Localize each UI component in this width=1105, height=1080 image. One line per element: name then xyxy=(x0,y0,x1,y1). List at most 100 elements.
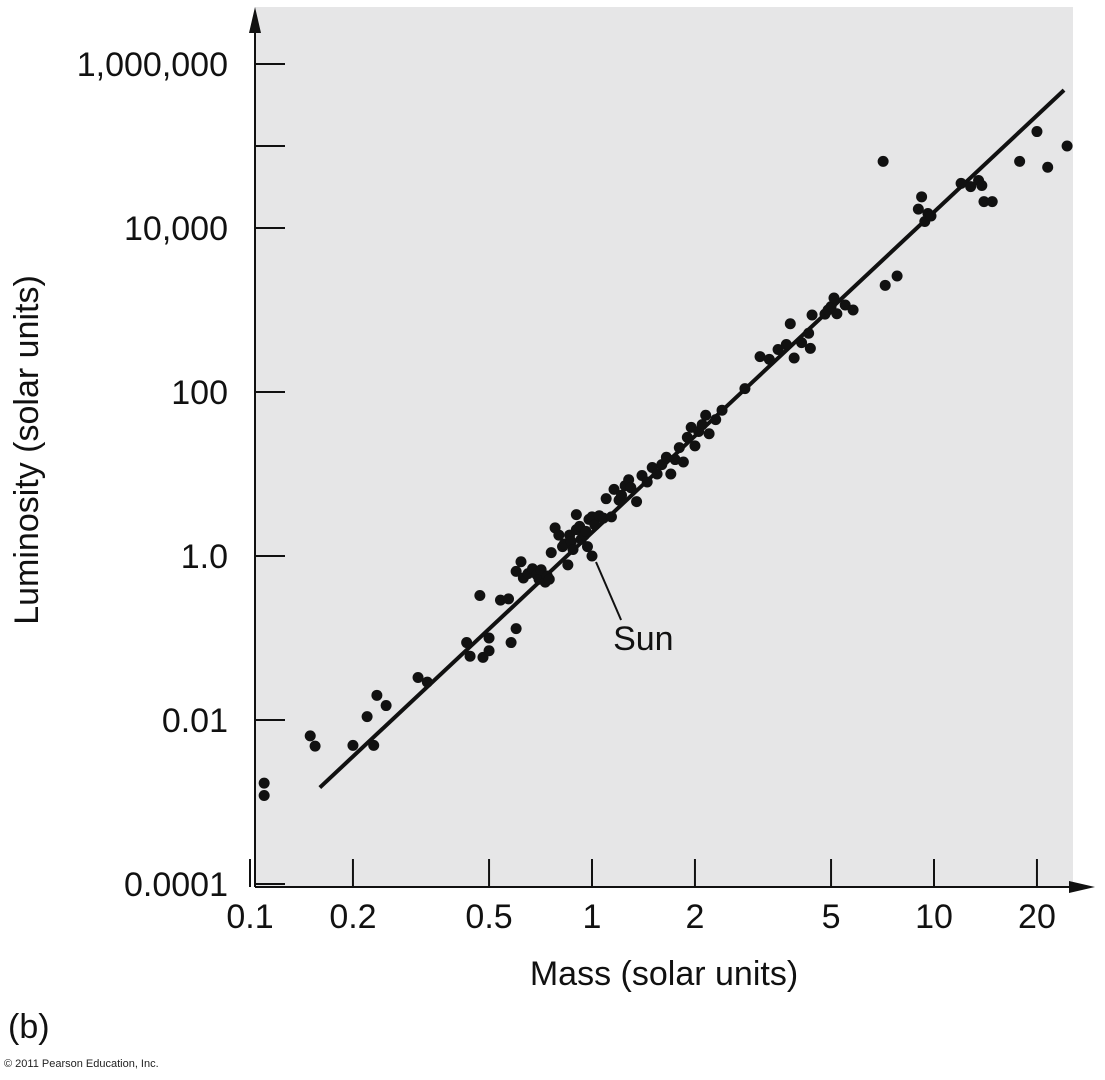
data-point xyxy=(912,203,924,215)
x-axis-arrowhead xyxy=(1069,881,1095,893)
data-point xyxy=(580,525,592,537)
data-point xyxy=(660,451,672,463)
data-point xyxy=(510,565,522,577)
data-point xyxy=(665,468,677,480)
x-tick-label: 0.2 xyxy=(329,898,376,936)
data-point xyxy=(804,342,816,354)
x-tick-label: 20 xyxy=(1018,898,1056,936)
data-point xyxy=(831,308,843,320)
x-tick-label: 2 xyxy=(685,898,704,936)
y-tick-label: 10,000 xyxy=(124,210,228,248)
data-point xyxy=(916,191,928,203)
data-point xyxy=(567,544,579,556)
data-point xyxy=(605,511,617,523)
data-point xyxy=(258,777,270,789)
data-point xyxy=(955,177,967,189)
data-point xyxy=(570,509,582,521)
data-point xyxy=(986,196,998,208)
data-point xyxy=(461,637,473,649)
copyright-notice: © 2011 Pearson Education, Inc. xyxy=(4,1058,159,1070)
y-tick-label: 1,000,000 xyxy=(77,46,228,84)
data-point xyxy=(784,318,796,330)
data-point xyxy=(651,468,663,480)
data-point xyxy=(796,337,808,349)
data-point xyxy=(710,414,722,426)
data-point xyxy=(625,482,637,494)
y-tick-label: 0.0001 xyxy=(124,866,228,904)
data-point xyxy=(543,573,555,585)
data-point xyxy=(716,404,728,416)
data-point xyxy=(589,519,601,531)
x-tick-label: 0.1 xyxy=(226,898,273,936)
data-point xyxy=(976,179,988,191)
data-point xyxy=(681,431,693,443)
panel-label: (b) xyxy=(8,1008,50,1046)
data-point xyxy=(978,196,990,208)
data-point xyxy=(673,442,685,454)
data-point xyxy=(515,556,527,568)
sun-leader-line xyxy=(595,561,622,621)
data-point xyxy=(483,645,495,657)
data-point xyxy=(772,343,784,355)
data-point xyxy=(581,541,593,553)
sun-annotation: Sun xyxy=(613,620,674,658)
data-point xyxy=(361,711,373,723)
data-point xyxy=(739,383,751,395)
data-point xyxy=(1042,161,1054,173)
data-point xyxy=(806,309,818,321)
data-point xyxy=(368,739,380,751)
data-point xyxy=(891,270,903,282)
data-point xyxy=(597,512,609,524)
x-tick-label: 1 xyxy=(583,898,602,936)
data-point xyxy=(258,790,270,802)
y-axis-arrowhead xyxy=(249,7,261,33)
data-point xyxy=(965,181,977,193)
data-point xyxy=(780,338,792,350)
y-axis-title: Luminosity (solar units) xyxy=(8,275,46,625)
data-point xyxy=(309,740,321,752)
plot-background xyxy=(255,7,1073,887)
data-point xyxy=(380,700,392,712)
x-tick-label: 10 xyxy=(915,898,953,936)
data-point xyxy=(464,650,476,662)
x-axis-title: Mass (solar units) xyxy=(530,955,798,993)
data-point xyxy=(503,593,515,605)
data-point xyxy=(412,671,424,683)
data-point xyxy=(877,155,889,167)
data-point xyxy=(304,730,316,742)
data-point xyxy=(703,428,715,440)
data-point xyxy=(754,351,766,363)
data-point xyxy=(616,489,628,501)
data-point xyxy=(763,353,775,365)
data-point xyxy=(421,676,433,688)
data-point xyxy=(600,493,612,505)
scatter-chart: Sun 0.1 0.2 0.5 1 2 5 10 20 0.0001 0.01 1.0 100 10,… xyxy=(8,7,1095,993)
data-point xyxy=(689,440,701,452)
data-point xyxy=(608,483,620,495)
data-point xyxy=(788,352,800,364)
data-point xyxy=(553,529,565,541)
data-point xyxy=(631,496,643,508)
data-point xyxy=(803,327,815,339)
x-tick-label: 0.5 xyxy=(465,898,512,936)
y-axis-ticks: 0.0001 0.01 1.0 100 10,000 1,000,000 xyxy=(77,46,285,904)
data-point xyxy=(677,456,689,468)
data-point xyxy=(847,304,859,316)
data-point xyxy=(586,550,598,562)
y-tick-label: 100 xyxy=(171,374,228,412)
x-tick-label: 5 xyxy=(822,898,841,936)
data-point xyxy=(371,689,383,701)
data-point xyxy=(1031,126,1043,138)
data-point xyxy=(510,623,522,635)
data-point xyxy=(1061,140,1073,152)
data-point xyxy=(700,409,712,421)
data-point xyxy=(839,299,851,311)
y-tick-label: 0.01 xyxy=(162,702,228,740)
data-point xyxy=(505,637,517,649)
data-point xyxy=(474,589,486,601)
data-point xyxy=(494,594,506,606)
data-point xyxy=(696,419,708,431)
data-points xyxy=(258,126,1073,802)
data-point xyxy=(669,454,681,466)
x-axis-ticks: 0.1 0.2 0.5 1 2 5 10 20 xyxy=(226,859,1056,936)
